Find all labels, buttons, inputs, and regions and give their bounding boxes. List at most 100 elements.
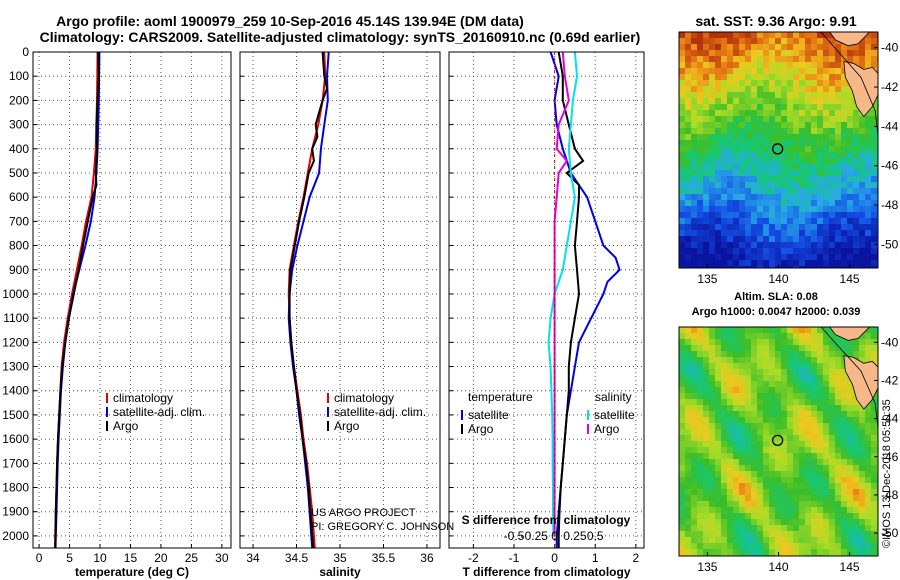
- y-tick-label: 900: [9, 263, 29, 277]
- map-cell: [841, 501, 847, 507]
- map-cell: [847, 164, 853, 170]
- map-cell: [775, 393, 781, 399]
- map-cell: [733, 519, 739, 525]
- map-cell: [805, 495, 811, 501]
- map-cell: [847, 465, 853, 471]
- map-cell: [751, 363, 757, 369]
- map-cell: [697, 194, 703, 200]
- map-cell: [805, 212, 811, 218]
- map-cell: [847, 537, 853, 543]
- map-cell: [781, 471, 787, 477]
- map-cell: [751, 447, 757, 453]
- map-cell: [775, 465, 781, 471]
- map-cell: [679, 369, 685, 375]
- map-cell: [703, 266, 709, 268]
- map-cell: [829, 128, 835, 134]
- map-cell: [715, 158, 721, 164]
- map-cell: [763, 170, 769, 176]
- map-cell: [841, 345, 847, 351]
- map-cell: [829, 146, 835, 152]
- map-cell: [805, 543, 811, 549]
- map-cell: [769, 399, 775, 405]
- map-cell: [769, 339, 775, 345]
- map-cell: [781, 483, 787, 489]
- map-cell: [775, 230, 781, 236]
- map-cell: [721, 128, 727, 134]
- map-cell: [829, 483, 835, 489]
- map-cell: [805, 519, 811, 525]
- map-cell: [865, 339, 871, 345]
- map-cell: [805, 266, 811, 268]
- map-cell: [745, 429, 751, 435]
- map-cell: [811, 236, 817, 242]
- map-cell: [721, 194, 727, 200]
- map-cell: [691, 92, 697, 98]
- map-cell: [733, 116, 739, 122]
- map-cell: [811, 80, 817, 86]
- map-cell: [829, 459, 835, 465]
- map-cell: [685, 236, 691, 242]
- map-cell: [709, 429, 715, 435]
- map-cell: [745, 140, 751, 146]
- map-cell: [733, 507, 739, 513]
- map-cell: [751, 393, 757, 399]
- map-cell: [847, 206, 853, 212]
- map-cell: [805, 483, 811, 489]
- map-cell: [835, 116, 841, 122]
- map-cell: [823, 429, 829, 435]
- map-cell: [811, 531, 817, 537]
- map-cell: [727, 110, 733, 116]
- map-cell: [781, 405, 787, 411]
- map-cell: [769, 513, 775, 519]
- map-cell: [817, 158, 823, 164]
- map-cell: [703, 188, 709, 194]
- map-cell: [829, 242, 835, 248]
- map-cell: [691, 447, 697, 453]
- map-cell: [775, 363, 781, 369]
- map-cell: [679, 333, 685, 339]
- map-cell: [775, 38, 781, 44]
- map-cell: [865, 447, 871, 453]
- map-cell: [871, 501, 877, 507]
- map-cell: [859, 357, 865, 363]
- map-cell: [709, 206, 715, 212]
- map-cell: [691, 146, 697, 152]
- y-tick-label: 600: [9, 190, 29, 204]
- map-cell: [727, 363, 733, 369]
- map-cell: [841, 471, 847, 477]
- map-cell: [799, 62, 805, 68]
- x-tick-label: -2: [468, 551, 479, 565]
- map-cell: [835, 230, 841, 236]
- map-y-tick-label: -42: [881, 80, 899, 94]
- map-cell: [739, 429, 745, 435]
- map-cell: [775, 489, 781, 495]
- top-tick-label: 0.25: [563, 529, 587, 543]
- map-cell: [691, 134, 697, 140]
- map-cell: [865, 357, 871, 363]
- map-cell: [703, 387, 709, 393]
- map-cell: [763, 122, 769, 128]
- map-cell: [697, 441, 703, 447]
- map-cell: [871, 32, 877, 38]
- map-cell: [859, 254, 865, 260]
- map-cell: [829, 230, 835, 236]
- map-cell: [745, 260, 751, 266]
- map-cell: [841, 194, 847, 200]
- map-cell: [769, 369, 775, 375]
- map-cell: [793, 44, 799, 50]
- map-cell: [691, 218, 697, 224]
- map-cell: [739, 411, 745, 417]
- map2-title-line1: Altim. SLA: 0.08: [734, 291, 818, 303]
- map-cell: [733, 248, 739, 254]
- map-cell: [835, 146, 841, 152]
- map-cell: [739, 260, 745, 266]
- map-cell: [811, 200, 817, 206]
- map-cell: [679, 549, 685, 555]
- map-cell: [823, 32, 829, 38]
- map-cell: [691, 194, 697, 200]
- map-cell: [835, 477, 841, 483]
- map-cell: [739, 345, 745, 351]
- map-cell: [745, 405, 751, 411]
- map-cell: [703, 200, 709, 206]
- map-cell: [697, 98, 703, 104]
